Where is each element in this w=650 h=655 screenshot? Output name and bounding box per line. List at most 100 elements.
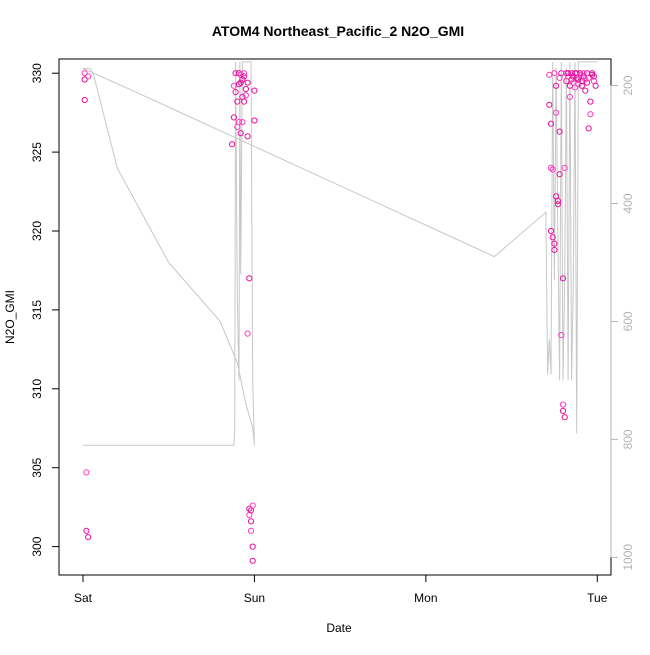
data-point [559, 401, 567, 408]
y2-tick-label: 1000 [621, 544, 635, 571]
y-tick-label: 325 [30, 142, 44, 162]
y-axis: 300 305 310 315 320 325 330 [30, 63, 60, 557]
data-point [585, 125, 592, 132]
data-point [85, 73, 92, 80]
data-point [239, 76, 246, 83]
data-point [556, 128, 563, 135]
data-point [85, 534, 92, 541]
secondary-y-axis: 200 400 600 800 1000 [610, 75, 635, 571]
data-point [244, 330, 251, 337]
data-point [570, 73, 577, 80]
x-tick-label: Tue [587, 591, 608, 605]
data-point [232, 89, 239, 96]
data-point [241, 70, 248, 77]
data-point [247, 518, 255, 525]
y2-tick-label: 600 [621, 311, 635, 331]
x-tick-label: Mon [414, 591, 437, 605]
data-point [251, 117, 258, 124]
data-point [575, 81, 582, 88]
chart-title: ATOM4 Northeast_Pacific_2 N2O_GMI [212, 23, 464, 39]
data-point [247, 527, 255, 534]
data-point [553, 109, 560, 116]
data-point [549, 166, 556, 173]
data-point [559, 407, 567, 414]
data-point [547, 120, 555, 127]
data-point [547, 164, 555, 171]
data-point [249, 557, 256, 564]
x-tick-label: Sat [74, 591, 93, 605]
data-point [547, 227, 555, 235]
data-point [590, 73, 598, 80]
y2-tick-label: 200 [621, 75, 635, 95]
data-point [546, 71, 553, 78]
y-tick-label: 305 [30, 457, 44, 477]
data-point [561, 164, 568, 171]
data-point [81, 96, 88, 104]
data-point [573, 70, 580, 77]
y-tick-label: 300 [30, 536, 44, 556]
data-point [592, 82, 599, 89]
data-point [83, 527, 90, 534]
data-point [83, 469, 90, 476]
pressure-line-layer [82, 61, 598, 446]
data-point [239, 119, 246, 126]
data-point [571, 84, 579, 91]
x-axis: Sat Sun Mon Tue [74, 574, 608, 605]
data-point [230, 114, 237, 121]
data-point [589, 70, 596, 77]
data-point [235, 119, 243, 126]
data-point [241, 98, 248, 105]
data-point [237, 79, 244, 86]
data-point [249, 502, 256, 509]
data-point [242, 92, 249, 99]
data-point [241, 73, 248, 80]
data-point [551, 240, 558, 247]
data-point [551, 246, 558, 253]
data-point [582, 76, 589, 83]
y-tick-label: 315 [30, 300, 44, 320]
data-point [561, 414, 568, 421]
pressure-series-line [82, 61, 598, 446]
data-point [235, 81, 243, 88]
data-point [554, 201, 562, 208]
data-point [582, 87, 589, 94]
data-point [559, 275, 567, 282]
y-tick-label: 310 [30, 378, 44, 398]
x-axis-label: Date [326, 621, 352, 635]
data-point [558, 332, 565, 339]
data-point [566, 93, 574, 101]
data-point [249, 543, 256, 550]
data-point [546, 101, 553, 108]
data-point [553, 82, 560, 89]
data-point [587, 111, 594, 118]
data-point [244, 133, 251, 140]
data-point [81, 70, 88, 77]
data-point [234, 98, 241, 105]
data-point [237, 130, 244, 137]
data-point [251, 87, 258, 94]
data-point [549, 234, 556, 241]
data-point [246, 505, 253, 512]
data-point [580, 70, 587, 77]
data-point [244, 79, 251, 86]
plot-frame [58, 58, 612, 576]
x-tick-label: Sun [244, 591, 265, 605]
data-point [242, 85, 249, 93]
y2-tick-label: 800 [621, 429, 635, 449]
data-point [81, 76, 88, 83]
y-tick-label: 320 [30, 221, 44, 241]
data-point [246, 275, 253, 282]
data-point [229, 141, 236, 148]
data-point [587, 98, 594, 105]
y-tick-label: 330 [30, 63, 44, 83]
data-point [577, 71, 584, 78]
data-point [554, 197, 562, 205]
data-point [551, 70, 558, 77]
points-layer [81, 70, 599, 564]
data-point [556, 171, 563, 178]
y2-tick-label: 400 [621, 193, 635, 213]
y-axis-label: N2O_GMI [3, 290, 17, 344]
data-point [565, 70, 572, 77]
